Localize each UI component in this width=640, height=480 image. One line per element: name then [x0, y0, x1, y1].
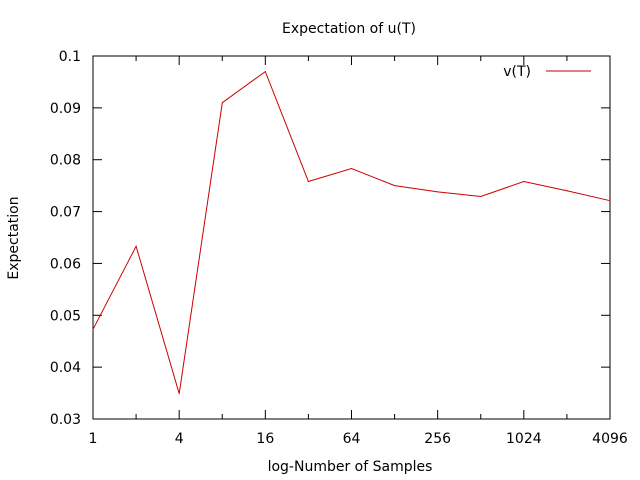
x-tick-label: 64 — [343, 431, 361, 447]
data-point — [523, 180, 525, 182]
y-tick-label: 0.09 — [50, 101, 81, 117]
y-tick-label: 0.1 — [59, 49, 81, 65]
y-tick-label: 0.06 — [50, 256, 81, 272]
series-layer — [92, 70, 611, 395]
x-axis-label: log-Number of Samples — [268, 459, 433, 475]
x-tick-label: 1024 — [506, 431, 542, 447]
data-point — [135, 245, 137, 247]
y-tick-label: 0.07 — [50, 205, 81, 221]
y-tick-label: 0.03 — [50, 412, 81, 428]
data-point — [351, 168, 352, 170]
data-point — [178, 393, 180, 395]
x-tick-label: 1 — [89, 431, 98, 447]
data-point — [609, 200, 611, 202]
x-tick-label: 16 — [256, 431, 274, 447]
x-tick-label: 256 — [424, 431, 451, 447]
legend-label: v(T) — [503, 64, 531, 80]
data-point — [221, 102, 223, 104]
series-line — [92, 70, 611, 394]
y-axis-label: Expectation — [6, 196, 22, 279]
x-tick-label: 4 — [175, 431, 184, 447]
chart-title: Expectation of u(T) — [282, 21, 416, 37]
tick-marks: 0.03 0.04 0.05 0.06 0.07 0.08 0.09 0.1 1 4 16 64 256… — [50, 49, 628, 447]
y-tick-label: 0.04 — [50, 360, 81, 376]
data-point — [264, 71, 266, 73]
data-point — [566, 190, 568, 192]
data-point — [394, 185, 396, 187]
legend: v(T) — [503, 64, 591, 80]
data-point — [307, 180, 309, 182]
data-point — [480, 196, 482, 198]
y-tick-label: 0.08 — [50, 153, 81, 169]
x-tick-label: 4096 — [592, 431, 628, 447]
data-point — [92, 328, 94, 330]
y-tick-label: 0.05 — [50, 308, 81, 324]
data-point — [437, 191, 439, 193]
